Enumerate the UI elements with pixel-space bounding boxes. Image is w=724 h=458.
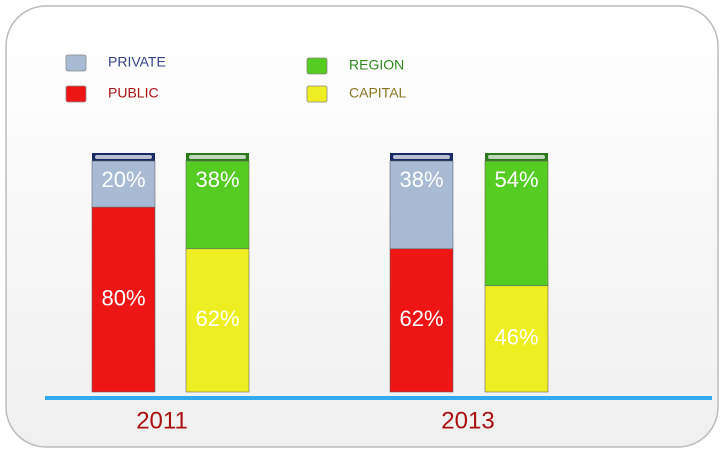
bar-segment <box>91 206 156 393</box>
bar-sheen <box>189 155 246 159</box>
value-label: 54% <box>494 167 538 192</box>
value-label: 20% <box>101 167 145 192</box>
bar-segment <box>91 160 156 208</box>
bar-segment <box>484 160 549 287</box>
value-label: 46% <box>494 325 538 350</box>
bar-segment <box>484 285 549 393</box>
legend-swatch <box>65 85 87 103</box>
x-tick-label: 2013 <box>441 407 494 434</box>
legend-label: CAPITAL <box>349 85 407 101</box>
bar-segment <box>185 248 250 393</box>
bar-sheen <box>95 155 152 159</box>
value-label: 62% <box>195 306 239 331</box>
value-label: 38% <box>195 167 239 192</box>
value-label: 80% <box>101 285 145 310</box>
legend-swatch <box>306 85 328 103</box>
x-tick-label: 2011 <box>136 407 188 434</box>
legend-label: PUBLIC <box>108 85 159 101</box>
bar-segment <box>389 160 454 250</box>
legend-label: PRIVATE <box>108 54 166 70</box>
legend-swatch <box>306 57 328 75</box>
bar-segment <box>389 248 454 393</box>
legend-label: REGION <box>349 57 404 73</box>
value-label: 62% <box>399 306 443 331</box>
legend-swatch <box>65 54 87 72</box>
bar-sheen <box>488 155 545 159</box>
bar-sheen <box>393 155 450 159</box>
value-label: 38% <box>399 167 443 192</box>
